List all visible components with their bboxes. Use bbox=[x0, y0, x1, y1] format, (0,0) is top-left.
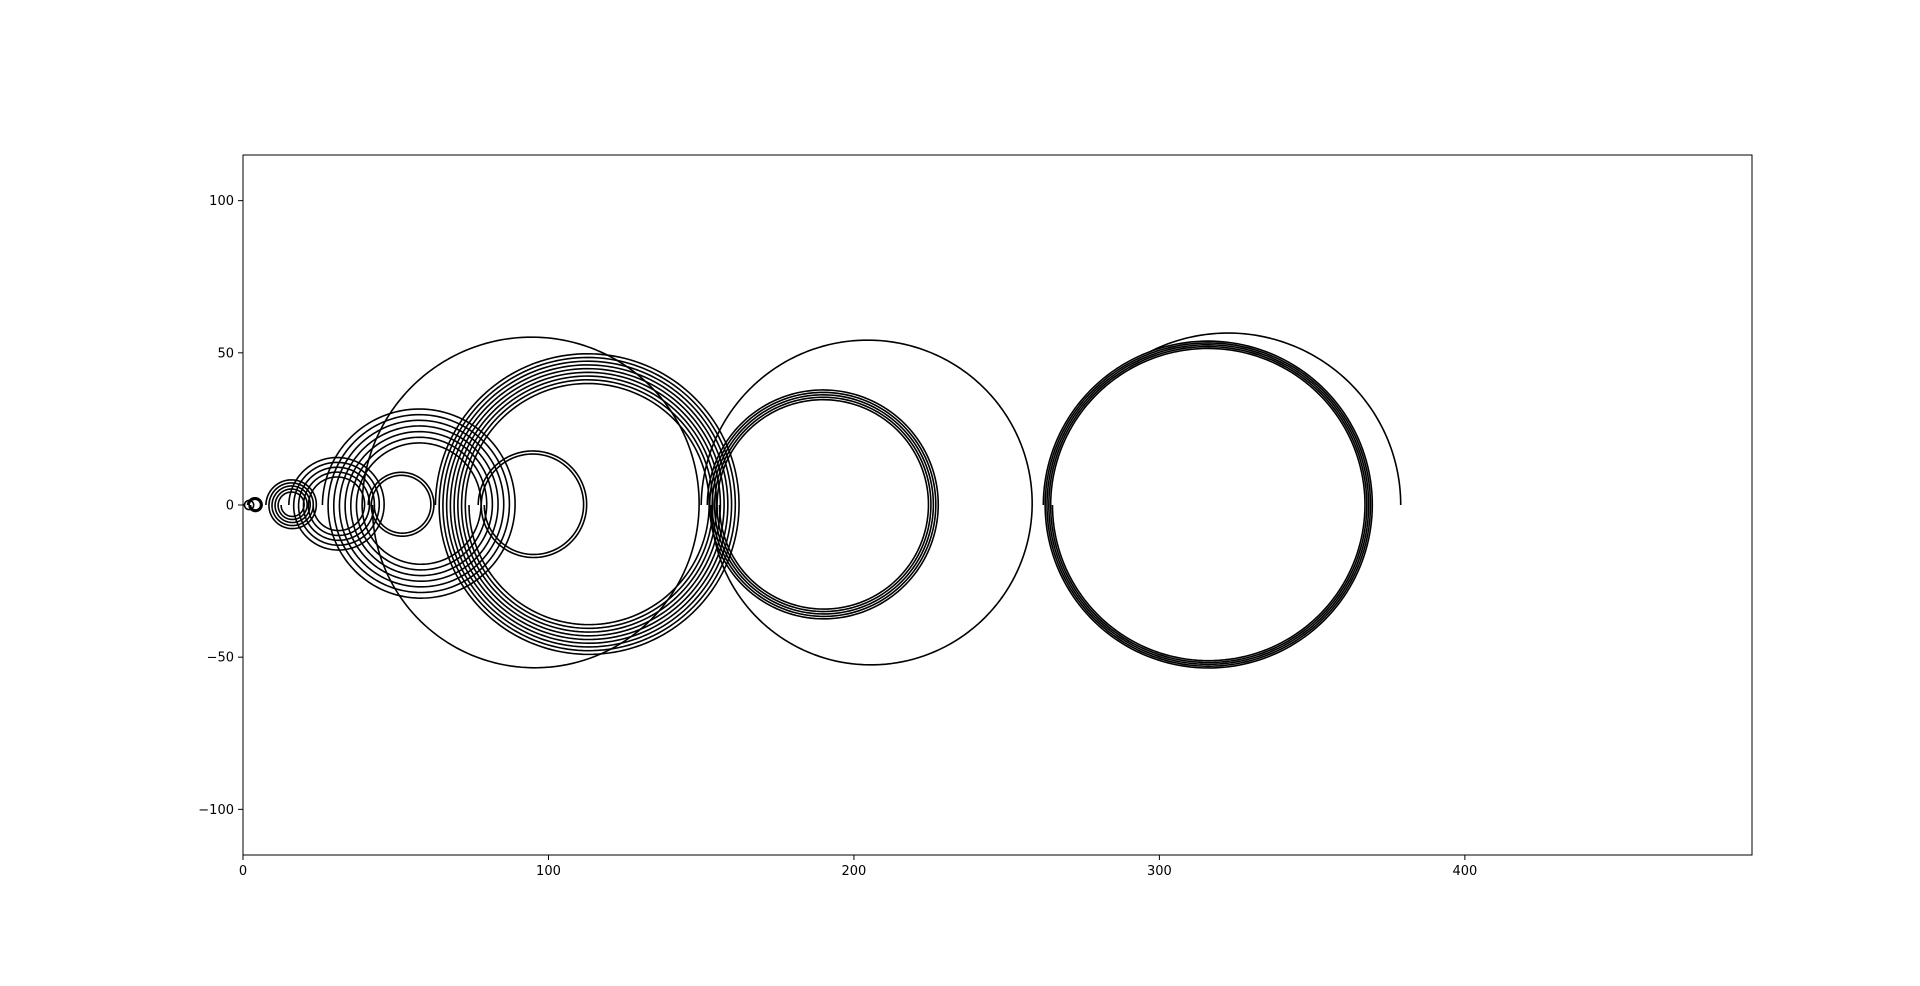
x-tick-label: 100 bbox=[536, 864, 561, 879]
y-tick-label: −50 bbox=[207, 651, 234, 666]
plot-area bbox=[243, 332, 1402, 669]
y-tick-label: 50 bbox=[217, 346, 234, 361]
axis-ticks: 0 100 200 300 400 100 50 0 −50 −100 bbox=[198, 194, 1477, 879]
curve-spiral-ring bbox=[706, 389, 940, 620]
x-tick-label: 300 bbox=[1147, 864, 1172, 879]
curve-spiral-ring bbox=[243, 499, 255, 511]
curve-spiral-ring bbox=[265, 479, 318, 530]
y-tick-label: 100 bbox=[209, 194, 234, 209]
curve-spiral-ring bbox=[367, 471, 435, 537]
x-tick-label: 200 bbox=[842, 864, 867, 879]
x-tick-label: 400 bbox=[1452, 864, 1477, 879]
curve-spiral-ring bbox=[246, 496, 263, 513]
curve-large-loop bbox=[700, 339, 1033, 666]
curve-spiral-ring bbox=[321, 408, 516, 599]
curve-spiral-ring bbox=[477, 450, 588, 559]
y-tick-label: 0 bbox=[226, 499, 234, 514]
curve-spiral-ring bbox=[1042, 340, 1374, 669]
x-tick-label: 0 bbox=[239, 864, 247, 879]
curve-large-loop bbox=[361, 336, 700, 669]
y-tick-label: −100 bbox=[198, 803, 234, 818]
curve-end-arc bbox=[1149, 332, 1402, 506]
